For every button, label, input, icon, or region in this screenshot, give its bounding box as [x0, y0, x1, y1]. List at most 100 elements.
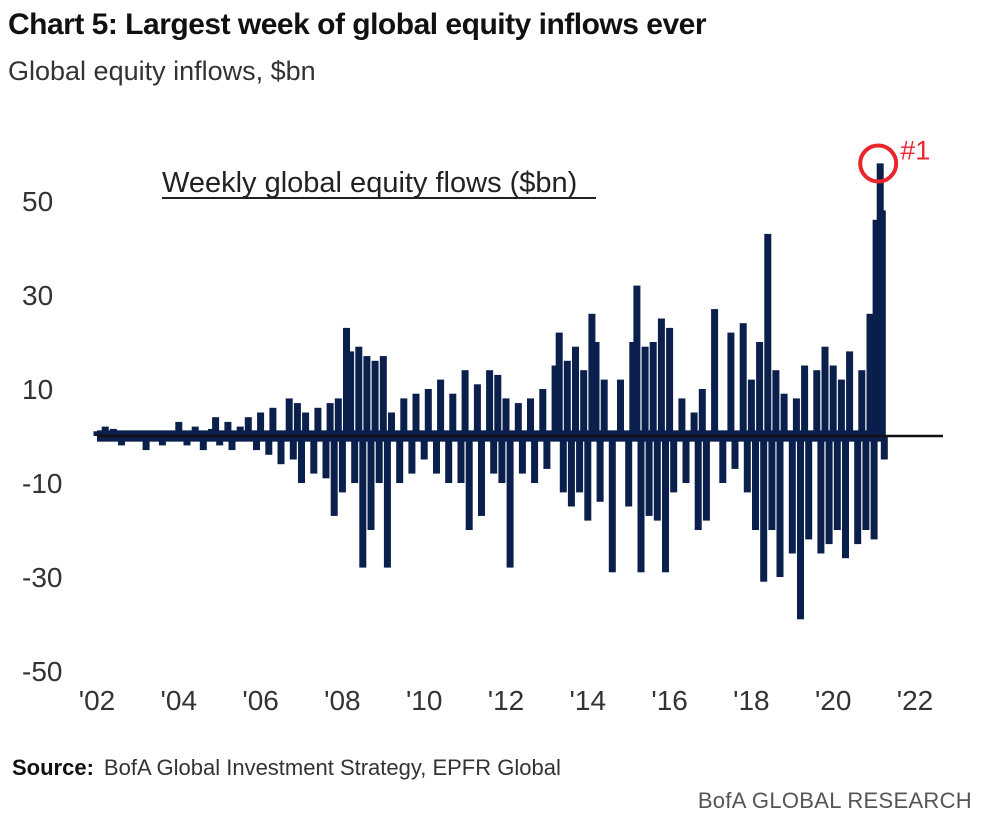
flow-bar — [813, 370, 821, 436]
flow-bar — [801, 365, 809, 436]
flow-bar — [584, 436, 592, 521]
flow-bar — [662, 436, 669, 573]
flow-bar — [596, 436, 604, 502]
flow-bar — [760, 436, 768, 582]
flow-bar — [600, 379, 608, 436]
flow-bar — [461, 370, 469, 436]
x-tick-label: '14 — [570, 685, 607, 716]
flow-bar — [678, 398, 686, 436]
flow-bar — [880, 436, 888, 460]
flow-bar — [641, 346, 649, 436]
flow-bar — [625, 436, 633, 507]
flow-bar — [555, 332, 563, 436]
flow-bar — [514, 403, 522, 436]
flow-bar — [424, 389, 432, 436]
flow-bar — [698, 389, 706, 436]
flow-bar — [375, 436, 383, 483]
flow-bar — [322, 436, 330, 479]
flow-bar — [531, 436, 539, 483]
flow-bar — [682, 436, 690, 483]
x-tick-label: '20 — [815, 685, 852, 716]
flow-bar — [576, 436, 584, 493]
flow-bar — [711, 309, 719, 436]
flow-bar — [253, 436, 260, 451]
chart-subtitle: Global equity inflows, $bn — [8, 56, 316, 86]
flow-bar — [739, 323, 747, 436]
flow-bar — [747, 379, 755, 436]
source-note: Source: BofA Global Investment Strategy, … — [12, 755, 561, 781]
flow-bar — [617, 379, 624, 436]
flow-bar — [780, 393, 788, 436]
flow-bar — [768, 436, 776, 530]
flow-bar — [326, 403, 334, 436]
flow-bar — [833, 436, 841, 530]
y-tick-label: 50 — [22, 186, 53, 217]
flow-bar — [412, 393, 420, 436]
flow-bar — [645, 436, 653, 516]
x-tick-label: '10 — [406, 685, 443, 716]
y-tick-label: -30 — [22, 562, 62, 593]
flow-bar — [257, 412, 265, 436]
flow-bar — [228, 436, 236, 451]
flow-bar — [212, 417, 220, 436]
flow-bar — [817, 436, 825, 554]
flow-bar — [829, 365, 837, 436]
flow-bar — [437, 379, 445, 436]
flow-bar — [629, 342, 637, 436]
flow-bar — [298, 436, 305, 483]
flow-bar — [478, 436, 485, 516]
flow-bar — [175, 421, 183, 436]
x-tick-label: '22 — [897, 685, 934, 716]
flow-bar — [142, 436, 150, 451]
flow-bar — [854, 436, 862, 545]
flow-bar — [792, 398, 800, 436]
x-tick-label: '02 — [79, 685, 116, 716]
x-tick-label: '08 — [324, 685, 361, 716]
x-tick-label: '06 — [242, 685, 279, 716]
flow-bar — [633, 285, 641, 436]
flow-bar — [244, 417, 252, 436]
flow-bar — [363, 356, 371, 436]
y-tick-label: -10 — [22, 468, 62, 499]
flow-bar — [473, 384, 481, 436]
flow-bar — [772, 370, 780, 436]
flow-bar — [727, 332, 735, 436]
flow-bar — [825, 436, 833, 545]
flow-bar — [657, 318, 665, 436]
flow-bar — [752, 436, 759, 530]
flow-bar — [502, 398, 510, 436]
y-tick-label: -50 — [22, 656, 62, 687]
flow-bar — [743, 436, 751, 493]
flow-bar — [694, 436, 702, 530]
flow-bar — [433, 436, 440, 474]
flow-bar — [837, 379, 845, 436]
flow-bar — [527, 398, 534, 436]
source-text: BofA Global Investment Strategy, EPFR Gl… — [103, 755, 561, 780]
flow-bar — [821, 346, 829, 436]
inner-chart-title: Weekly global equity flows ($bn) — [162, 167, 577, 199]
y-tick-label: 30 — [22, 280, 53, 311]
flow-bar — [293, 403, 301, 436]
flow-bar — [383, 436, 391, 568]
x-tick-label: '18 — [733, 685, 770, 716]
flow-bar — [543, 436, 551, 469]
flow-bar — [420, 436, 428, 460]
flow-bar — [285, 398, 293, 436]
flow-bar — [449, 393, 457, 436]
flow-bar — [371, 360, 379, 436]
flow-bar — [870, 436, 878, 540]
chart-title: Chart 5: Largest week of global equity i… — [8, 8, 707, 41]
bar-series — [93, 163, 888, 620]
brand-footer: BofA GLOBAL RESEARCH — [697, 788, 972, 813]
flow-bar — [572, 346, 579, 436]
flow-bar — [670, 436, 678, 493]
flow-bar — [846, 351, 854, 436]
flow-bar — [702, 436, 710, 521]
flow-bar — [269, 407, 277, 436]
flow-bar — [314, 407, 322, 436]
flow-bar — [866, 313, 874, 436]
flow-bar — [776, 436, 784, 577]
flow-bar — [637, 436, 645, 573]
x-tick-label: '16 — [651, 685, 688, 716]
flow-bar — [588, 313, 596, 436]
